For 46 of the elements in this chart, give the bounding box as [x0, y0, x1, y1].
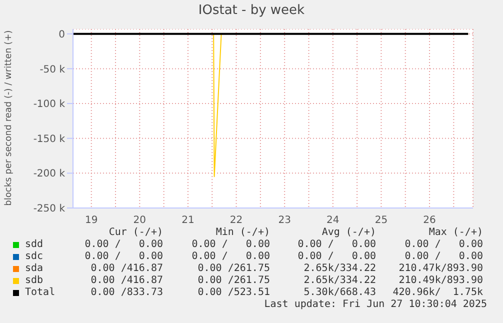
x-tick-label: 25	[374, 215, 388, 226]
text: Min (-/+)	[214, 227, 270, 238]
text: Avg (-/+)	[320, 227, 376, 238]
y-tick-label: -100 k	[33, 99, 66, 110]
legend-label: sdd	[25, 239, 44, 250]
y-tick-label: -250 k	[33, 204, 66, 215]
text: 0.00 / 0.00	[190, 239, 270, 250]
text: 0.00 / 0.00	[84, 251, 163, 262]
text: 0.00 /523.51	[196, 287, 270, 298]
text: 5.30k/668.43	[302, 287, 376, 298]
legend-label: sdb	[25, 275, 44, 286]
text: Last update: Fri Jun 27 10:30:04 2025	[263, 299, 487, 310]
y-tick-label: 0	[58, 29, 65, 40]
legend-label: Total	[25, 287, 56, 298]
y-tick-label: -50 k	[40, 64, 66, 76]
text: 0.00 /261.75	[196, 275, 270, 286]
text: 210.49k/893.90	[398, 275, 483, 286]
y-tick-label: -200 k	[33, 168, 66, 180]
text: 2.65k/334.22	[302, 263, 376, 274]
chart-title: IOstat - by week	[197, 3, 306, 18]
x-tick-label: 21	[182, 215, 194, 226]
text: 0.00 / 0.00	[404, 251, 483, 262]
text: 0.00 / 0.00	[296, 251, 376, 262]
x-tick-label: 22	[230, 215, 243, 226]
x-tick-label: 24	[326, 215, 340, 226]
text: 420.96k/ 1.75k	[392, 287, 483, 298]
legend-label: sda	[25, 263, 44, 274]
text: 0.00 / 0.00	[190, 251, 270, 262]
text: 0.00 /416.87	[90, 275, 163, 286]
text: 0.00 / 0.00	[296, 239, 376, 250]
y-tick-label: -150 k	[33, 134, 66, 145]
x-tick-label: 20	[133, 215, 146, 226]
text: 0.00 /416.87	[90, 263, 163, 274]
legend-label: sdc	[25, 251, 44, 262]
x-tick-label: 23	[278, 215, 291, 226]
text: Max (-/+)	[428, 227, 483, 238]
text: 210.47k/893.90	[398, 263, 483, 274]
x-tick-label: 26	[423, 215, 436, 226]
text: 2.65k/334.22	[302, 275, 376, 286]
y-axis-title: blocks per second read (-) / written (+)	[3, 29, 15, 208]
text: Cur (-/+)	[108, 227, 163, 238]
text: 0.00 /261.75	[196, 263, 270, 274]
x-tick-label: 19	[84, 215, 98, 226]
text: 0.00 /833.73	[90, 287, 163, 298]
text: 0.00 / 0.00	[84, 239, 163, 250]
text: 0.00 / 0.00	[404, 239, 483, 250]
